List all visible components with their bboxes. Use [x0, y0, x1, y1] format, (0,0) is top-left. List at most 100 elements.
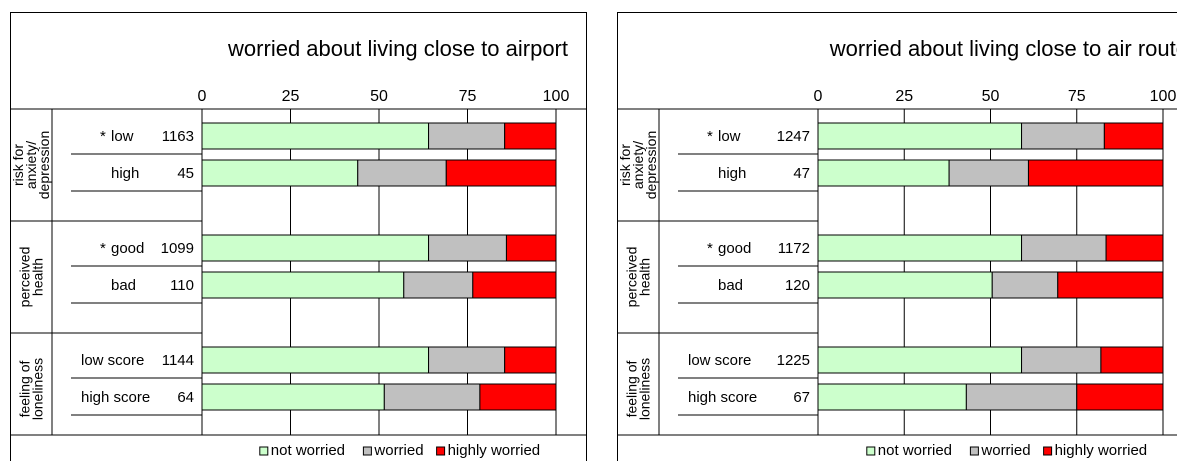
- bar-worried: [1021, 122, 1105, 150]
- row-count: 45: [177, 165, 194, 182]
- x-tick-label: 25: [895, 88, 913, 105]
- row-count: 1163: [162, 128, 194, 145]
- bar-highly-worried: [504, 346, 557, 374]
- bar-worried: [991, 271, 1059, 299]
- bar-highly-worried: [479, 383, 557, 411]
- bar-not-worried: [201, 383, 385, 411]
- row-marker: *: [707, 240, 713, 257]
- group-label: loneliness: [30, 358, 46, 420]
- chart-panel-air-route: worried about living close to air route 0…: [617, 12, 1177, 461]
- group-label: feeling of: [624, 360, 640, 417]
- x-tick-label: 0: [198, 88, 207, 105]
- group-label: anxiety/: [630, 141, 646, 189]
- row-count: 1247: [777, 128, 810, 145]
- chart-title: worried about living close to airport: [227, 36, 568, 61]
- group-label: risk for: [11, 144, 26, 186]
- row-count: 1144: [162, 352, 194, 369]
- row-count: 1172: [778, 240, 810, 257]
- legend-swatch-not-worried: [866, 446, 876, 456]
- x-tick-label: 75: [459, 88, 477, 105]
- bar-not-worried: [817, 234, 1023, 262]
- legend-swatch-highly-worried: [436, 446, 446, 456]
- group-label: feeling of: [17, 360, 33, 417]
- bar-not-worried: [817, 271, 993, 299]
- row-count: 1225: [777, 352, 810, 369]
- row-label: low score: [688, 352, 751, 369]
- row-label: low: [718, 128, 741, 145]
- bar-worried: [403, 271, 474, 299]
- row-count: 64: [177, 389, 194, 406]
- x-tick-label: 100: [1150, 88, 1177, 105]
- x-tick-label: 50: [370, 88, 388, 105]
- bar-worried: [357, 159, 447, 187]
- legend-label: highly worried: [448, 442, 541, 459]
- bar-highly-worried: [1103, 122, 1164, 150]
- group-label: perceived: [624, 247, 640, 308]
- group-label: depression: [36, 131, 52, 200]
- x-tick-label: 0: [814, 88, 823, 105]
- bar-highly-worried: [1105, 234, 1164, 262]
- row-count: 1099: [161, 240, 194, 257]
- legend-label: not worried: [878, 442, 952, 459]
- row-label: high score: [688, 389, 757, 406]
- bar-highly-worried: [1100, 346, 1164, 374]
- legend-swatch-worried: [969, 446, 979, 456]
- bar-highly-worried: [445, 159, 557, 187]
- chart-svg-airport: worried about living close to airport 0 25…: [11, 36, 586, 459]
- chart-title: worried about living close to air route: [829, 36, 1177, 61]
- bar-highly-worried: [1076, 383, 1164, 411]
- chart-svg-air-route: worried about living close to air route 0…: [618, 36, 1177, 459]
- row-label: good: [718, 240, 751, 257]
- legend-label: not worried: [271, 442, 345, 459]
- x-tick-label: 50: [982, 88, 1000, 105]
- bar-not-worried: [201, 122, 430, 150]
- bar-not-worried: [201, 271, 405, 299]
- bar-not-worried: [201, 346, 430, 374]
- row-marker: *: [707, 128, 713, 145]
- legend-swatch-worried: [362, 446, 372, 456]
- legend-swatch-not-worried: [259, 446, 269, 456]
- row-count: 110: [170, 277, 194, 294]
- row-label: good: [111, 240, 144, 257]
- legend-swatch-highly-worried: [1043, 446, 1053, 456]
- bar-worried: [428, 122, 506, 150]
- row-count: 47: [793, 165, 810, 182]
- legend-label: worried: [373, 442, 423, 459]
- group-label: health: [30, 258, 46, 296]
- row-label: high: [111, 165, 139, 182]
- legend-label: highly worried: [1055, 442, 1148, 459]
- bar-worried: [383, 383, 481, 411]
- x-tick-label: 75: [1068, 88, 1086, 105]
- legend-label: worried: [980, 442, 1030, 459]
- row-label: bad: [111, 277, 136, 294]
- row-marker: *: [100, 240, 106, 257]
- bar-worried: [965, 383, 1078, 411]
- row-count: 120: [785, 277, 810, 294]
- group-label: loneliness: [637, 358, 653, 420]
- bar-not-worried: [201, 159, 359, 187]
- row-label: bad: [718, 277, 743, 294]
- group-label: perceived: [17, 247, 33, 308]
- row-marker: *: [100, 128, 106, 145]
- bar-highly-worried: [1027, 159, 1164, 187]
- chart-panel-airport: worried about living close to airport 0 25…: [10, 12, 587, 461]
- bar-highly-worried: [1057, 271, 1164, 299]
- bar-not-worried: [817, 383, 967, 411]
- group-label: health: [637, 258, 653, 296]
- row-label: low: [111, 128, 134, 145]
- row-label: high: [718, 165, 746, 182]
- bar-worried: [428, 234, 507, 262]
- group-label: anxiety/: [23, 141, 39, 189]
- bar-not-worried: [817, 122, 1023, 150]
- bar-not-worried: [817, 159, 950, 187]
- row-count: 67: [793, 389, 810, 406]
- row-label: low score: [81, 352, 144, 369]
- row-label: high score: [81, 389, 150, 406]
- group-label: depression: [643, 131, 659, 200]
- bar-highly-worried: [472, 271, 557, 299]
- x-tick-label: 100: [543, 88, 570, 105]
- x-tick-label: 25: [282, 88, 300, 105]
- bar-worried: [428, 346, 506, 374]
- bar-not-worried: [817, 346, 1023, 374]
- bar-worried: [1021, 234, 1107, 262]
